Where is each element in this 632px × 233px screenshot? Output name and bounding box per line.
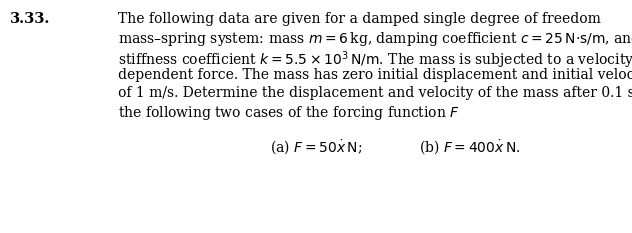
Text: mass–spring system: mass $m=6\,$kg, damping coefficient $c=25\,\mathrm{N{\cdot}s: mass–spring system: mass $m=6\,$kg, damp… — [118, 31, 632, 48]
Text: stiffness coefficient $k=5.5\times10^3\,\mathrm{N/m}$. The mass is subjected to : stiffness coefficient $k=5.5\times10^3\,… — [118, 49, 632, 71]
Text: The following data are given for a damped single degree of freedom: The following data are given for a dampe… — [118, 12, 601, 26]
Text: (b) $F=400\dot{x}\,\mathrm{N}$.: (b) $F=400\dot{x}\,\mathrm{N}$. — [419, 139, 521, 157]
Text: dependent force. The mass has zero initial displacement and initial velocity: dependent force. The mass has zero initi… — [118, 68, 632, 82]
Text: 3.33.: 3.33. — [10, 12, 51, 26]
Text: the following two cases of the forcing function $F$: the following two cases of the forcing f… — [118, 104, 459, 123]
Text: of 1 m/s. Determine the displacement and velocity of the mass after 0.1 s in: of 1 m/s. Determine the displacement and… — [118, 86, 632, 100]
Text: (a) $F=50\dot{x}\,\mathrm{N}$;: (a) $F=50\dot{x}\,\mathrm{N}$; — [270, 139, 362, 157]
